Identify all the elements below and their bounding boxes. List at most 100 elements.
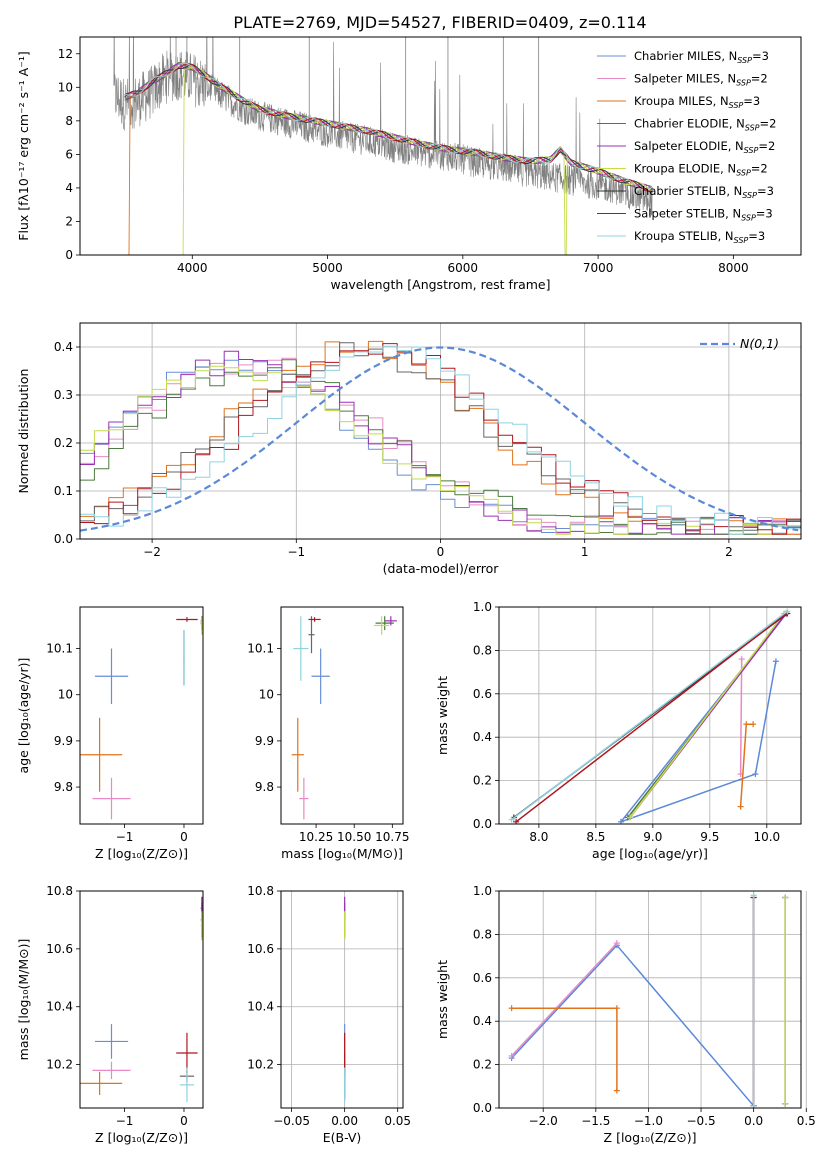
x-axis-label: E(B-V) [323, 1130, 362, 1145]
x-tick-label: 9.5 [700, 830, 719, 844]
y-axis-label: mass weight [435, 676, 450, 755]
y-tick-label: 10.8 [247, 884, 274, 898]
panel-age_vs_mass: 10.25 10.50 10.75 9.8 9.9 10 10.1 mass [log₁₀(M… [247, 606, 410, 861]
axes-frame [280, 606, 404, 825]
legend-label: Kroupa STELIB, NSSP=3 [634, 229, 765, 245]
y-tick-label: 12 [58, 47, 73, 61]
x-tick-label: 8.5 [586, 830, 605, 844]
y-tick-label: 10 [58, 80, 73, 94]
y-tick-label: 10.1 [247, 642, 274, 656]
panel-mass_vs_EBV: −0.05 0.00 0.05 10.2 10.4 10.6 10.8 E(B-V) [247, 884, 411, 1145]
y-axis-label: Flux [fλ10⁻¹⁷ erg cm⁻² s⁻¹ A⁻¹] [16, 51, 31, 240]
y-tick-label: 8 [65, 114, 73, 128]
legend-label: Salpeter MILES, NSSP=2 [634, 72, 768, 88]
axes-frame [498, 606, 802, 825]
x-tick-label: 5000 [312, 261, 343, 275]
x-tick-label: −1 [287, 545, 305, 559]
axes-frame [79, 36, 802, 256]
x-tick-label: −2.0 [529, 1114, 558, 1128]
y-tick-label: 0.6 [473, 687, 492, 701]
weight-line [739, 723, 754, 807]
x-tick-label: 0 [437, 545, 445, 559]
y-tick-label: 0.4 [473, 1014, 492, 1028]
plot-area [291, 616, 397, 820]
y-tick-label: 0 [65, 248, 73, 262]
weight-line [515, 612, 787, 823]
legend-label: Kroupa MILES, NSSP=3 [634, 94, 760, 110]
model-line [124, 64, 652, 193]
x-tick-label: 10.50 [337, 830, 371, 844]
x-tick-label: 0.5 [797, 1114, 816, 1128]
y-axis-label: Normed distribution [16, 369, 31, 494]
plot-area [508, 892, 789, 1108]
x-axis-label: (data-model)/error [383, 561, 500, 576]
x-tick-label: −0.05 [273, 1114, 310, 1128]
y-tick-label: 0.0 [473, 817, 492, 831]
x-tick-label: 8000 [718, 261, 749, 275]
y-tick-label: 9.9 [255, 734, 274, 748]
panel-age_vs_Z: −1 0 9.8 9.9 10 10.1 Z [log₁₀(Z/Z⊙)] age [log₁₀… [16, 606, 204, 861]
y-tick-label: 10.4 [46, 1000, 73, 1014]
y-tick-label: 10.6 [247, 942, 274, 956]
y-tick-label: 1.0 [473, 884, 492, 898]
y-tick-label: 10.1 [46, 642, 73, 656]
axes-frame [280, 890, 404, 1109]
normal-reference-curve [80, 346, 799, 532]
plot-area [113, 37, 653, 255]
y-tick-label: 10.8 [46, 884, 73, 898]
plot-area [508, 608, 791, 824]
axes-frame [79, 606, 204, 825]
weight-line [511, 942, 618, 1057]
x-axis-label: Z [log₁₀(Z/Z⊙)] [95, 1130, 188, 1145]
x-tick-label: 10.0 [753, 830, 780, 844]
y-tick-label: 0.3 [54, 388, 73, 402]
histogram-step-line [80, 342, 801, 535]
y-tick-label: 0.4 [54, 340, 73, 354]
x-tick-label: 10.75 [375, 830, 409, 844]
y-tick-label: 0.0 [54, 532, 73, 546]
figure-title: PLATE=2769, MJD=54527, FIBERID=0409, z=0… [233, 13, 646, 32]
y-tick-label: 9.8 [54, 780, 73, 794]
y-tick-label: 10.6 [46, 942, 73, 956]
legend-label: Salpeter ELODIE, NSSP=2 [634, 139, 775, 155]
x-axis-label: age [log₁₀(age/yr)] [592, 846, 708, 861]
x-tick-label: 9.0 [643, 830, 662, 844]
x-tick-label: −1.5 [581, 1114, 610, 1128]
y-tick-label: 6 [65, 147, 73, 161]
x-tick-label: −0.5 [686, 1114, 715, 1128]
y-tick-label: 9.9 [54, 734, 73, 748]
x-tick-label: 7000 [583, 261, 614, 275]
legend-label: N(0,1) [740, 336, 779, 351]
y-tick-label: 0.8 [473, 927, 492, 941]
y-axis-label: mass [log₁₀(M/M⊙)] [16, 939, 31, 1061]
x-axis-label: Z [log₁₀(Z/Z⊙)] [604, 1130, 697, 1145]
x-tick-label: 0.05 [384, 1114, 411, 1128]
x-tick-label: 1 [581, 545, 589, 559]
y-axis-label: mass weight [435, 960, 450, 1039]
x-tick-label: 4000 [177, 261, 208, 275]
y-tick-label: 10.4 [247, 1000, 274, 1014]
y-tick-label: 4 [65, 181, 73, 195]
y-tick-label: 10.2 [46, 1058, 73, 1072]
axes-frame [79, 890, 204, 1109]
x-axis-label: Z [log₁₀(Z/Z⊙)] [95, 846, 188, 861]
y-tick-label: 0.6 [473, 971, 492, 985]
y-tick-label: 1.0 [473, 600, 492, 614]
legend-label: Chabrier ELODIE, NSSP=2 [634, 117, 776, 133]
y-tick-label: 10 [259, 688, 274, 702]
x-tick-label: −2 [143, 545, 161, 559]
y-tick-label: 9.8 [255, 780, 274, 794]
y-tick-label: 10.2 [247, 1058, 274, 1072]
axes-frame [79, 322, 802, 540]
legend-label: Kroupa ELODIE, NSSP=2 [634, 162, 768, 178]
legend-label: Chabrier STELIB, NSSP=3 [634, 184, 774, 200]
y-tick-label: 0.2 [473, 1058, 492, 1072]
x-tick-label: 0.0 [744, 1114, 763, 1128]
axes-frame [498, 890, 802, 1109]
plot-area [80, 616, 203, 820]
panel-mass_weight_vs_age: 8.0 8.5 9.0 9.5 10.0 0.0 0.2 0.4 0.6 0.8 1.0 age [l… [435, 600, 802, 861]
legend-label: Chabrier MILES, NSSP=3 [634, 49, 769, 65]
x-tick-label: 0.00 [331, 1114, 358, 1128]
x-axis-label: mass [log₁₀(M/M⊙)] [281, 846, 403, 861]
weight-line [739, 659, 743, 775]
